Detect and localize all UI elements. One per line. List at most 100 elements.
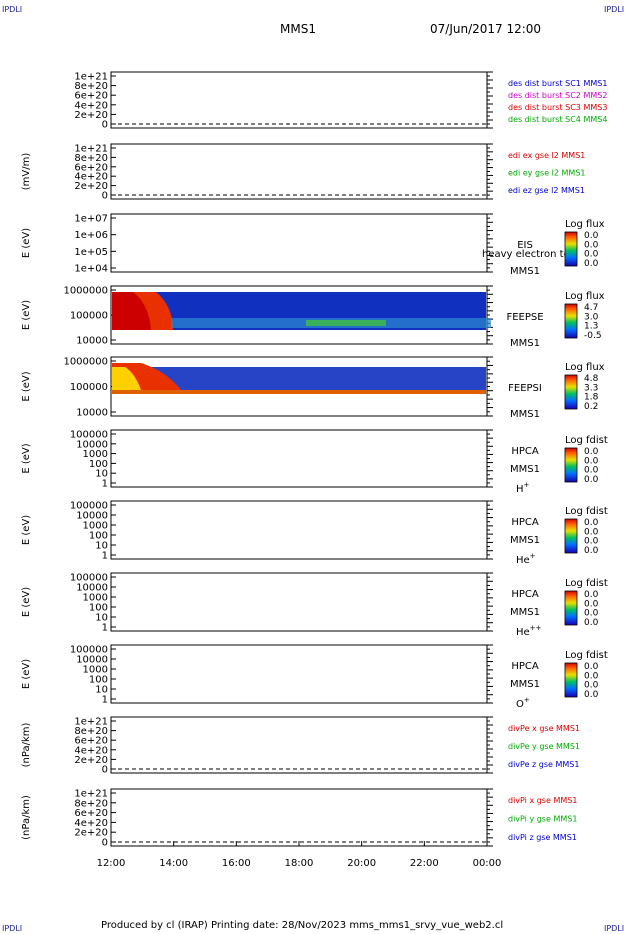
instrument-label: FEEPSI (508, 383, 542, 394)
y-tick-label: 10000 (76, 408, 108, 419)
y-tick-label: 1e+21 (74, 144, 108, 155)
y-tick-label: 8e+20 (74, 798, 108, 809)
colorbar-tick-label: 0.0 (584, 537, 599, 547)
spacecraft-label: MMS1 (510, 464, 540, 475)
axis-minor-ticks (487, 716, 493, 774)
y-axis-label: E (eV) (21, 371, 32, 401)
y-axis-label: E (eV) (21, 300, 32, 330)
colorbar-tick-label: 0.0 (584, 240, 599, 250)
panel-frame-8 (110, 644, 488, 704)
colorbar (564, 303, 578, 339)
y-tick-label: 1 (102, 551, 108, 562)
y-axis-label: E (eV) (21, 659, 32, 689)
axis-minor-ticks (487, 572, 493, 632)
colorbar-tick-label: 0.0 (584, 681, 599, 691)
y-tick-label: 1 (102, 695, 108, 706)
y-tick-label: 2e+20 (74, 755, 108, 766)
x-tick-label: 16:00 (222, 858, 251, 869)
y-tick-label: 0 (102, 838, 108, 849)
colorbar-tick-label: 0.0 (584, 671, 599, 681)
y-tick-label: 10 (95, 469, 108, 480)
instrument-label: HPCA (511, 661, 539, 672)
colorbar-tick-label: 3.0 (584, 312, 599, 322)
y-tick-label: 1e+05 (74, 247, 108, 258)
y-tick-label: 1000 (83, 521, 108, 532)
species-superscript: + (530, 552, 536, 560)
colorbar-title: Log fdist (565, 578, 608, 589)
spectrogram-core-region (112, 292, 151, 330)
axis-minor-ticks (487, 429, 493, 488)
series-legend-label: divPi x gse MMS1 (508, 796, 577, 805)
corner-label-bottom-left: IPDLI (2, 924, 23, 933)
x-tick-label: 00:00 (473, 858, 502, 869)
species-superscript: ++ (530, 624, 542, 632)
y-tick-label: 100000 (70, 501, 108, 512)
axis-minor-ticks (487, 644, 493, 704)
y-tick-label: 100000 (70, 382, 108, 393)
x-tick-label: 12:00 (97, 858, 126, 869)
y-tick-label: 1e+21 (74, 72, 108, 83)
y-tick-label: 1000000 (63, 286, 108, 297)
y-tick-label: 100000 (70, 645, 108, 656)
y-tick-label: 100 (89, 675, 108, 686)
series-legend-label: des dist burst SC3 MMS3 (508, 103, 607, 112)
species-label: O+ (516, 696, 530, 710)
y-tick-label: 1000 (83, 593, 108, 604)
axis-minor-ticks (487, 143, 493, 200)
colorbar-tick-label: 4.8 (584, 374, 599, 384)
spacecraft-label: MMS1 (510, 338, 540, 349)
x-tick-label: 14:00 (159, 858, 188, 869)
spacecraft-label: MMS1 (510, 607, 540, 618)
axis-minor-ticks (487, 356, 493, 417)
colorbar-tick-label: 0.0 (584, 475, 599, 485)
y-tick-label: 10000 (76, 655, 108, 666)
spectrogram-green-band (306, 320, 386, 326)
colorbar (564, 374, 578, 410)
series-legend-label: divPe z gse MMS1 (508, 760, 579, 769)
y-tick-label: 100000 (70, 311, 108, 322)
corner-label-top-right: IPDLI (604, 5, 625, 14)
colorbar-title: Log fdist (565, 506, 608, 517)
spacecraft-label: MMS1 (510, 409, 540, 420)
y-tick-label: 100 (89, 603, 108, 614)
y-axis-label: E (eV) (21, 515, 32, 545)
y-tick-label: 1e+21 (74, 789, 108, 800)
colorbar-tick-label: 0.0 (584, 250, 599, 260)
y-tick-label: 1e+04 (74, 264, 108, 275)
colorbar-tick-label: 3.3 (584, 383, 598, 393)
series-legend-label: divPi z gse MMS1 (508, 833, 577, 842)
colorbar-tick-label: 0.0 (584, 231, 599, 241)
y-tick-label: 2e+20 (74, 110, 108, 121)
y-tick-label: 4e+20 (74, 818, 108, 829)
species-label: He++ (516, 624, 542, 638)
colorbar-tick-label: 0.0 (584, 662, 599, 672)
y-tick-label: 0 (102, 120, 108, 131)
spacecraft-label: MMS1 (510, 535, 540, 546)
corner-label-bottom-right: IPDLI (604, 924, 625, 933)
colorbar-tick-label: 0.0 (584, 546, 599, 556)
y-tick-label: 4e+20 (74, 745, 108, 756)
y-tick-label: 100000 (70, 430, 108, 441)
y-tick-label: 6e+20 (74, 808, 108, 819)
y-tick-label: 2e+20 (74, 828, 108, 839)
series-legend-label: divPe y gse MMS1 (508, 742, 580, 751)
colorbar-tick-label: 0.0 (584, 590, 599, 600)
y-tick-label: 10000 (76, 336, 108, 347)
species-superscript: + (524, 696, 530, 704)
y-tick-label: 6e+20 (74, 91, 108, 102)
colorbar-tick-label: 0.2 (584, 402, 598, 412)
species-label: He+ (516, 552, 536, 566)
y-tick-label: 100000 (70, 573, 108, 584)
spacecraft-label: MMS1 (510, 679, 540, 690)
y-tick-label: 8e+20 (74, 726, 108, 737)
colorbar (564, 231, 578, 267)
y-tick-label: 0 (102, 765, 108, 776)
series-legend-label: edi ex gse l2 MMS1 (508, 151, 585, 160)
colorbar-tick-label: 1.3 (584, 322, 598, 332)
colorbar-tick-label: 4.7 (584, 303, 598, 313)
colorbar-tick-label: 0.0 (584, 609, 599, 619)
y-tick-label: 2e+20 (74, 181, 108, 192)
y-axis-label: (mV/m) (21, 153, 32, 191)
y-tick-label: 10 (95, 685, 108, 696)
datetime-title: 07/Jun/2017 12:00 (430, 22, 542, 36)
